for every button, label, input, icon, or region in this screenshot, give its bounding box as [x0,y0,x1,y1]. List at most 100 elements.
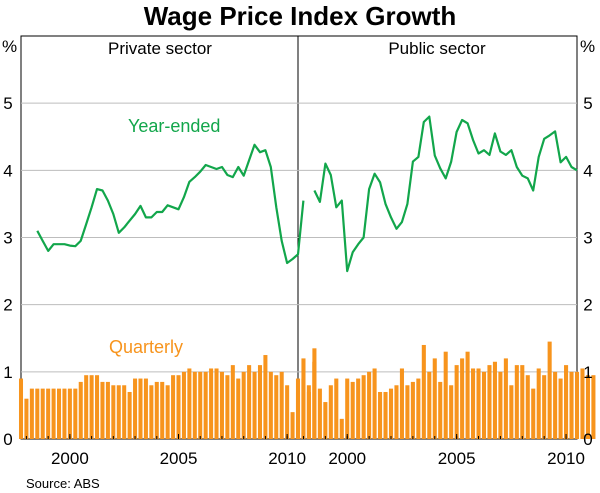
quarterly-bar [553,371,558,439]
quarterly-bar [410,381,415,439]
quarterly-bar [356,378,361,439]
quarterly-bar [263,355,268,439]
quarterly-bar [46,388,51,439]
quarterly-bar [323,402,328,439]
quarterly-bar [127,391,132,439]
quarterly-bar [236,378,241,439]
quarterly-bar [388,388,394,439]
quarterly-bar [460,358,465,439]
quarterly-bar [247,365,252,439]
quarterly-bar [176,375,181,439]
quarterly-bars [18,341,596,439]
quarterly-bar [361,375,366,439]
quarterly-bar [122,385,127,439]
quarterly-bar [225,375,230,439]
quarterly-bar [481,371,487,439]
quarterly-bar [252,371,257,439]
quarterly-bar [492,361,497,439]
quarterly-bar [339,418,344,439]
quarterly-bar [111,385,116,439]
quarterly-bar [29,388,34,439]
quarterly-bar [350,381,355,439]
quarterly-bar [580,368,585,439]
quarterly-bar [241,371,246,439]
y-tick-right: 5 [583,94,592,113]
annotation-year-ended: Year-ended [128,116,220,136]
y-tick-right: 2 [583,296,592,315]
quarterly-bar [498,371,503,439]
panel-title-public: Public sector [388,39,486,58]
quarterly-bar [471,368,476,439]
quarterly-bar [383,391,388,439]
quarterly-bar [564,365,569,439]
y-tick-left: 1 [3,363,12,382]
quarterly-bar [378,391,383,439]
quarterly-bar [187,368,192,439]
quarterly-bar [399,368,404,439]
quarterly-bar [230,365,235,439]
quarterly-bar [67,388,72,439]
quarterly-bar [203,371,208,439]
x-tick-label: 2005 [438,449,476,468]
quarterly-bar [312,348,317,439]
quarterly-bar [531,388,536,439]
quarterly-bar [274,375,279,439]
quarterly-bar [525,375,530,439]
y-tick-right: 3 [583,229,592,248]
quarterly-bar [328,385,333,439]
annotation-quarterly: Quarterly [109,337,183,357]
quarterly-bar [95,375,100,439]
quarterly-bar [100,381,105,439]
quarterly-bar [219,371,224,439]
quarterly-bar [372,368,377,439]
y-tick-left: 4 [3,161,12,180]
quarterly-bar [432,358,437,439]
quarterly-bar [171,375,176,439]
quarterly-bar [18,378,24,439]
quarterly-bar [268,371,273,439]
quarterly-bar [214,368,219,439]
quarterly-bar [574,371,580,439]
x-tick-label: 2010 [547,449,585,468]
x-tick-label: 2010 [268,449,306,468]
quarterly-bar [209,368,214,439]
quarterly-bar [558,378,563,439]
quarterly-bar [24,398,29,439]
quarterly-bar [62,388,67,439]
axes: 0 0 1 1 2 2 3 3 4 4 5 5 2000 2005 2010 2000 2005 2010 [3,94,592,468]
quarterly-bar [427,371,432,439]
year-ended-line [313,115,578,273]
quarterly-bar [476,368,481,439]
quarterly-bar [73,388,78,439]
year-ended-lines [36,115,578,273]
quarterly-bar [421,344,426,439]
y-tick-right: 4 [583,161,592,180]
quarterly-bar [181,371,186,439]
quarterly-bar [143,378,148,439]
quarterly-bar [285,385,290,439]
y-tick-left: 2 [3,296,12,315]
quarterly-bar [585,375,590,439]
quarterly-bar [449,385,454,439]
quarterly-bar [78,381,83,439]
quarterly-bar [116,385,121,439]
y-unit-right: % [580,37,595,56]
quarterly-bar [279,371,284,439]
quarterly-bar [51,388,56,439]
quarterly-bar [105,381,110,439]
quarterly-bar [509,385,514,439]
quarterly-bar [465,351,470,439]
quarterly-bar [306,391,311,439]
quarterly-bar [84,375,89,439]
quarterly-bar [547,341,552,439]
chart-title: Wage Price Index Growth [144,1,457,31]
quarterly-bar [591,375,596,439]
quarterly-bar [89,375,94,439]
quarterly-bar [514,365,519,439]
quarterly-bar [405,385,410,439]
quarterly-bar [454,365,459,439]
y-tick-right: 1 [583,363,592,382]
quarterly-bar [334,378,339,439]
x-tick-label: 2000 [328,449,366,468]
